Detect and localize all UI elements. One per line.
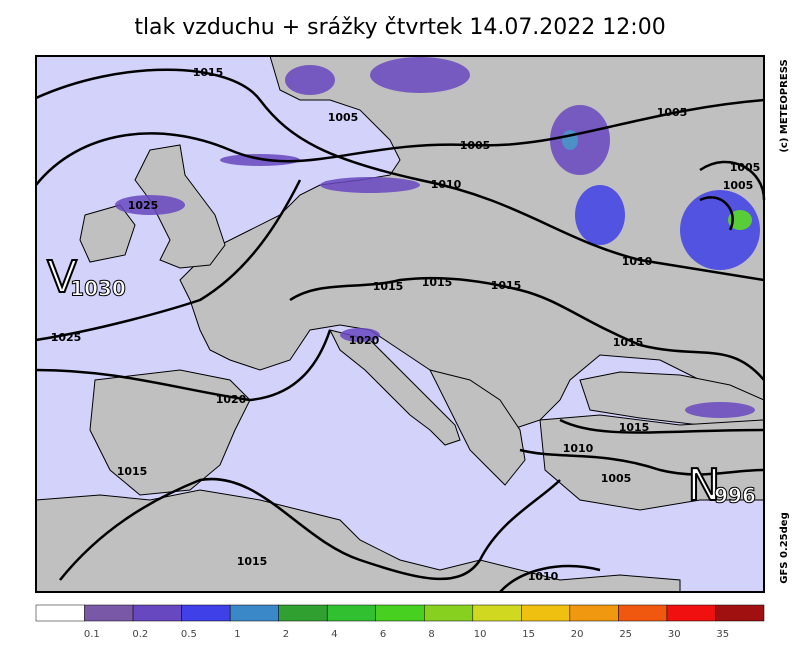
isobar-label: 1015 [193,66,224,79]
isobar-label: 1015 [613,336,644,349]
pressure-centers: V 1030 N 996 [46,251,756,512]
continent [179,55,765,441]
legend-swatch [569,604,619,622]
isobars [35,68,766,593]
map-frame [35,55,765,593]
legend-label: 8 [428,629,434,640]
low-letter: N [688,460,721,511]
high-value: 1030 [70,277,126,301]
legend-label: 20 [571,629,584,640]
legend-swatch [375,604,425,622]
low-value: 996 [714,484,756,508]
legend-swatch [715,604,765,622]
legend-label: 15 [522,629,535,640]
legend-label: 4 [331,629,337,640]
isobar-label: 1015 [237,555,268,568]
isobar-label: 1015 [619,421,650,434]
legend-swatch [132,604,182,622]
credit: (c) METEOPRESS [779,59,790,152]
legend-swatch [424,604,474,622]
isobar-label: 1005 [601,472,632,485]
precipitation [115,57,760,418]
isobar-label: 1010 [431,178,462,191]
map [35,55,766,593]
legend-swatch [84,604,134,622]
isobar-label: 1005 [657,106,688,119]
isobar-label: 1015 [491,279,522,292]
legend-label: 35 [716,629,729,640]
north-africa [35,489,681,593]
legend-swatch [618,604,668,622]
legend-swatch [35,604,85,622]
title: tlak vzduchu + srážky čtvrtek 14.07.2022… [134,15,665,40]
isobar-label: 1025 [51,331,82,344]
isobar-label: 1025 [128,199,159,212]
iberia [89,369,251,496]
isobar-label: 1010 [563,442,594,455]
isobar-labels: 1015 1005 1005 1005 1010 1005 1005 1025 1010 1015… [51,66,761,583]
legend-label: 0.2 [132,629,148,640]
high-letter: V [47,252,77,303]
italy [329,329,461,446]
legend-label: 0.1 [84,629,100,640]
isobar-label: 1005 [460,139,491,152]
legend-label: 6 [380,629,386,640]
legend-label: 1 [234,629,240,640]
isobar-label: 1005 [328,111,359,124]
isobar-label: 1015 [117,465,148,478]
isobar-label: 1015 [422,276,453,289]
isobar-label: 1005 [723,179,754,192]
legend-swatch [181,604,231,622]
legend-swatch [326,604,376,622]
isobar-label: 1015 [373,280,404,293]
model-name: GFS 0.25deg [779,512,790,584]
legend-swatch [278,604,328,622]
isobar-label: 1005 [730,161,761,174]
balkans [429,369,526,486]
isobar-label: 1010 [622,255,653,268]
legend-label: 30 [668,629,681,640]
legend-label: 25 [619,629,632,640]
legend-label: 2 [283,629,289,640]
legend-swatch [472,604,522,622]
isobar-label: 1020 [216,393,247,406]
legend: 0.1 0.2 0.5 1 2 4 6 8 10 15 20 25 30 35 [35,604,765,640]
legend-swatch [229,604,279,622]
legend-swatch [666,604,716,622]
legend-label: 10 [474,629,487,640]
turkey [539,414,765,511]
legend-label: 0.5 [181,629,197,640]
isobar-label: 1010 [528,570,559,583]
isobar-label: 1020 [349,334,380,347]
legend-swatch [521,604,571,622]
